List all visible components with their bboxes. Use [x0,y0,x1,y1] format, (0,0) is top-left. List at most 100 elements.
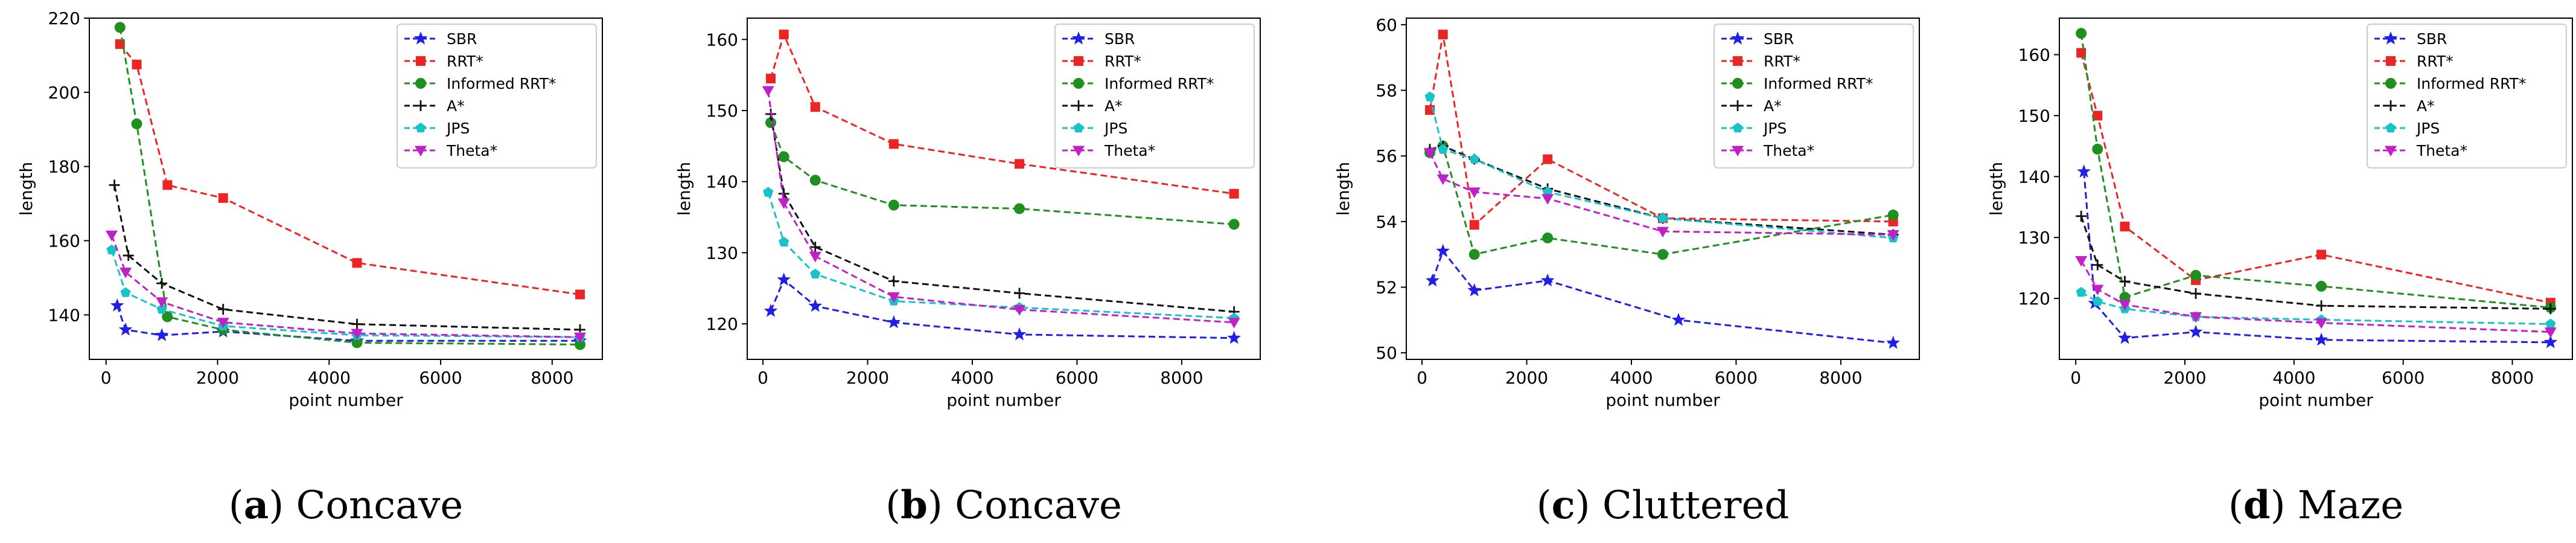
plot-frame [1406,18,1920,360]
legend-label: SBR [1764,30,1794,48]
data-point [120,287,131,297]
legend-label: JPS [1103,120,1127,137]
chart-panel-d: 0 2000 4000 6000 8000 120 130 140 150 160 point nu… [1986,18,2573,528]
data-point [156,278,168,289]
data-point [1657,213,1668,223]
data-point [887,292,900,303]
data-point [352,258,362,268]
x-tick-label: 0 [757,368,768,388]
data-point [156,297,168,308]
y-axis-label: length [16,162,36,216]
legend-item-jps: JPS [1062,120,1127,137]
data-point [778,151,789,162]
data-point [351,318,363,330]
caption-name: Concave [955,483,1122,528]
caption-name: Cluttered [1602,483,1789,528]
x-axis-label: point number [946,390,1061,410]
legend-marker [2383,31,2398,45]
legend-item-a-star: A* [1721,97,1782,115]
data-point [1657,249,1668,260]
data-point [1012,327,1027,341]
data-point [777,272,791,286]
data-point [115,39,125,49]
series-a-star [2076,210,2556,315]
series-line-theta-star [2080,260,2551,333]
legend-item-a-star: A* [2374,97,2435,115]
y-tick-label: 52 [1376,277,1397,297]
y-tick-label: 220 [48,8,80,28]
data-point [120,268,132,278]
y-axis-label: length [1986,162,2006,216]
legend-label: A* [1105,97,1123,115]
data-point [217,318,229,329]
data-point [2189,324,2203,338]
x-tick-label: 4000 [308,368,351,388]
y-tick-label: 160 [706,30,738,50]
legend-item-theta-star: Theta* [404,142,497,159]
legend-label: Theta* [446,142,497,159]
legend-item-theta-star: Theta* [2374,142,2467,159]
legend-box [2367,24,2567,169]
caption-paren-open: ( [885,483,901,528]
data-point [1438,144,1449,154]
y-tick-label: 150 [2018,106,2050,126]
y-tick-label: 140 [2018,167,2050,187]
legend-marker [2385,100,2396,111]
data-point [2316,280,2327,292]
legend-marker [2385,146,2397,156]
series-theta-star [2075,256,2557,338]
data-point [2091,284,2104,295]
y-tick-label: 58 [1376,81,1397,101]
caption-letter: d [2243,483,2271,528]
x-tick-label: 4000 [2272,368,2315,388]
plot-frame [747,18,1261,360]
y-tick-label: 54 [1376,212,1397,232]
legend: SBR RRT* Informed RRT* A* JPS Theta* [2367,24,2567,169]
data-point [779,236,789,247]
data-point [1540,273,1555,287]
data-point [809,242,821,253]
data-point [1424,91,1435,101]
series-jps [1424,91,1899,243]
legend-marker [2386,56,2396,66]
x-tick-label: 8000 [1160,368,1203,388]
data-point [2316,249,2327,260]
y-tick-label: 130 [706,243,738,263]
legend-box [1714,24,1914,169]
data-point [2315,318,2328,329]
y-tick-label: 160 [2018,45,2050,65]
data-point [2119,292,2131,303]
data-point [2543,335,2558,349]
legend-item-rrt-star: RRT* [1721,53,1800,70]
legend-label: SBR [2417,30,2447,48]
legend-marker [1733,56,1742,66]
x-tick-label: 0 [1417,368,1427,388]
data-point [218,193,228,203]
caption: (c) Cluttered [1537,483,1790,528]
legend-item-jps: JPS [1721,120,1787,137]
data-point [888,199,899,211]
data-point [1013,305,1026,316]
series-line-theta-star [767,90,1234,324]
data-point [1887,230,1899,241]
x-axis-label: point number [1605,390,1720,410]
data-point [1671,312,1686,326]
data-point [217,304,229,315]
data-point [2544,327,2557,338]
legend-marker [1732,78,1743,89]
legend-label: SBR [447,30,477,48]
data-point [114,22,126,33]
data-point [2118,330,2132,344]
legend-label: Theta* [1104,142,1155,159]
data-point [2190,269,2202,281]
caption-paren-open: ( [1537,483,1552,528]
data-point [2120,222,2130,232]
data-point [2076,287,2087,297]
legend-label: RRT* [447,53,483,70]
data-point [2316,300,2327,312]
legend-marker [415,78,426,89]
legend: SBR RRT* Informed RRT* A* JPS Theta* [397,24,597,169]
x-tick-label: 6000 [419,368,462,388]
legend-marker [1730,31,1745,45]
caption-paren-open: ( [229,483,244,528]
